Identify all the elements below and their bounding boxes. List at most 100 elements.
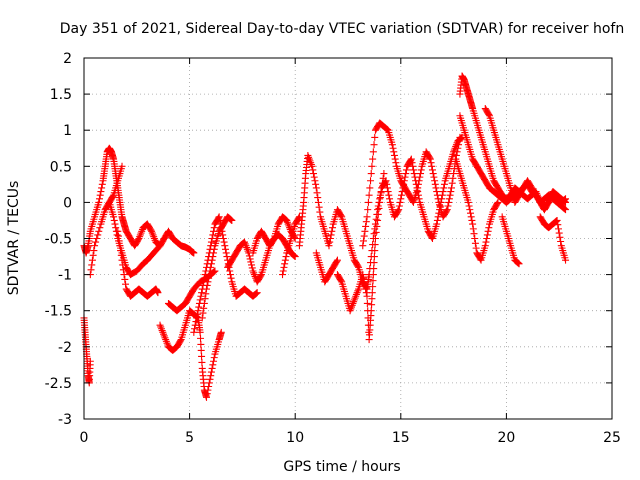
data-point [390, 151, 398, 159]
data-point [111, 220, 119, 228]
data-point [215, 213, 223, 221]
data-point [380, 170, 388, 178]
data-point [371, 133, 379, 141]
data-point [206, 375, 214, 383]
data-point [369, 277, 377, 285]
data-point [247, 258, 255, 266]
data-point [376, 191, 384, 199]
data-point [210, 354, 218, 362]
data-point [253, 289, 261, 297]
data-point [198, 358, 206, 366]
data-point [369, 283, 377, 291]
data-point [210, 249, 218, 257]
data-point [375, 198, 383, 206]
data-point [368, 247, 376, 255]
data-point [433, 220, 441, 228]
data-point [245, 252, 253, 260]
data-point [367, 253, 375, 261]
data-point [402, 170, 410, 178]
data-point [314, 194, 322, 202]
data-point [448, 179, 456, 187]
data-point [437, 198, 445, 206]
data-point [414, 188, 422, 196]
chart-title: Day 351 of 2021, Sidereal Day-to-day VTE… [60, 21, 624, 37]
data-point [401, 173, 409, 181]
data-point [415, 195, 423, 203]
data-point [365, 271, 373, 279]
data-point [209, 253, 217, 261]
y-axis-label: SDTVAR / TECUs [6, 181, 22, 296]
x-axis-label: GPS time / hours [283, 459, 400, 475]
data-point [372, 215, 380, 223]
data-point [464, 198, 472, 206]
data-point [93, 235, 101, 242]
data-point [227, 216, 235, 224]
data-point [88, 256, 96, 264]
data-point [413, 184, 421, 192]
y-tick-label: 0 [63, 195, 72, 211]
data-point [398, 188, 406, 196]
data-point [205, 274, 213, 282]
data-point [365, 191, 373, 199]
data-point [409, 166, 417, 174]
data-point [467, 213, 475, 221]
data-point [469, 225, 477, 233]
data-point [561, 205, 569, 213]
data-point [226, 215, 234, 223]
data-point [202, 285, 210, 293]
data-point [257, 272, 265, 280]
data-point [110, 213, 118, 221]
data-point [194, 307, 202, 315]
data-point [407, 155, 415, 163]
data-point [457, 135, 465, 143]
data-point [220, 238, 228, 246]
y-tick-label: 0.5 [50, 159, 72, 175]
data-point [555, 229, 563, 237]
data-point [219, 235, 227, 242]
ticks-layer: 0 5 10 15 20 25 -3 -2.5 -2 -1.5 -1 -0.5 0 0.5 1 1.5 2 [45, 51, 621, 446]
data-point [205, 379, 213, 387]
data-point [227, 274, 235, 282]
x-tick-label: 20 [497, 430, 515, 446]
data-point [354, 262, 362, 270]
data-point [374, 206, 382, 214]
data-point [383, 125, 391, 133]
data-point [443, 207, 451, 215]
data-point [554, 221, 562, 229]
data-point [310, 173, 318, 181]
data-point [209, 361, 217, 369]
data-point [88, 261, 96, 269]
y-tick-label: -2 [58, 340, 72, 356]
data-point [367, 170, 375, 178]
data-point [481, 242, 489, 250]
data-point [426, 155, 434, 163]
data-point [328, 227, 336, 235]
data-point [326, 235, 334, 242]
data-point [193, 310, 201, 318]
data-point [327, 231, 335, 239]
x-tick-label: 0 [80, 430, 89, 446]
data-point [197, 292, 205, 300]
data-point [96, 191, 104, 199]
data-point [432, 184, 440, 192]
data-point [219, 231, 227, 239]
data-point [485, 224, 493, 232]
data-point [110, 216, 118, 224]
data-point [431, 177, 439, 185]
x-tick-label: 25 [603, 430, 621, 446]
data-point [368, 289, 376, 297]
data-point [309, 166, 317, 174]
data-point [226, 267, 234, 275]
data-point [438, 191, 446, 199]
data-point [449, 174, 457, 182]
data-point [195, 303, 203, 311]
data-point [362, 285, 370, 293]
data-point [457, 134, 465, 142]
data-point [400, 180, 408, 188]
data-point [389, 144, 397, 152]
data-point [366, 184, 374, 192]
data-point [368, 162, 376, 170]
data-point [210, 224, 218, 232]
data-point [383, 126, 391, 134]
data-point [447, 188, 455, 196]
